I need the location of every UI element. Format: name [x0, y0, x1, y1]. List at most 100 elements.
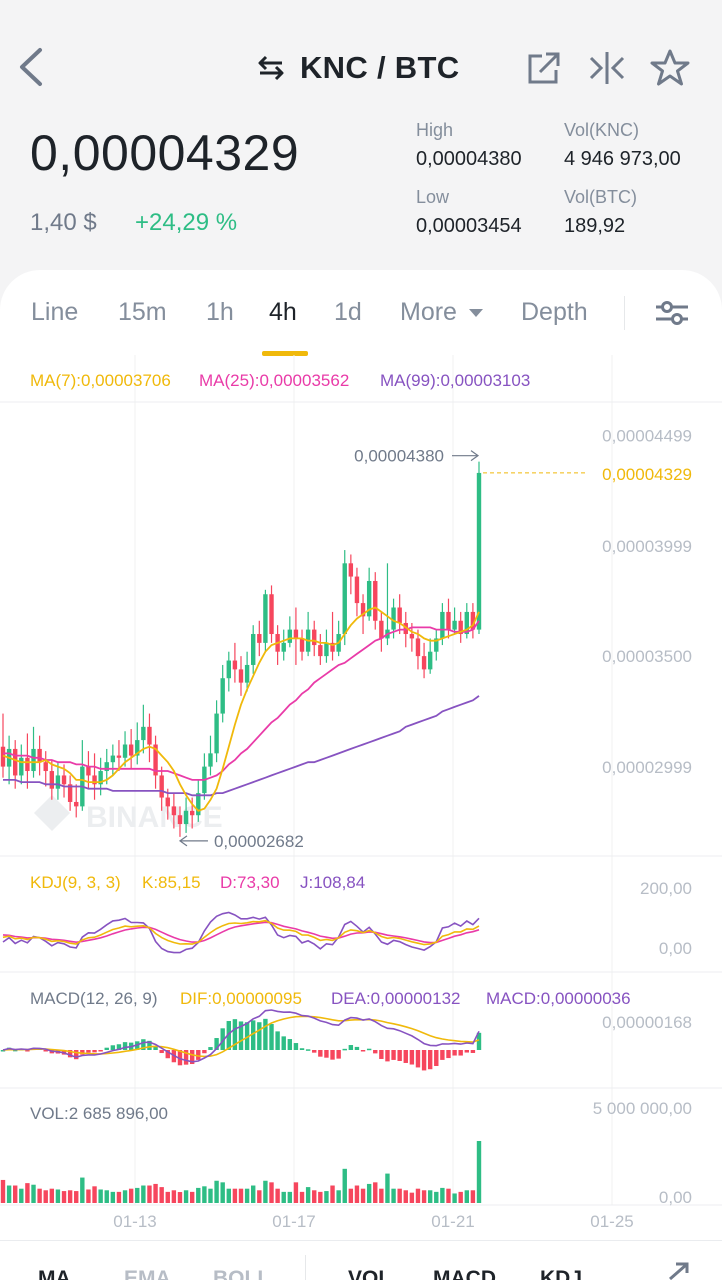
volume-bar: [55, 1189, 61, 1203]
chart-panel: Line 15m 1h 4h 1d More Depth: [0, 270, 722, 1280]
caret-down-icon: [468, 309, 483, 318]
ma99-line: [3, 695, 480, 797]
candle-body: [348, 563, 354, 577]
tab-1h[interactable]: 1h: [206, 298, 234, 326]
macd-histogram-bar: [177, 1050, 183, 1066]
indicator-vol[interactable]: VOL: [348, 1267, 392, 1280]
volume-bar: [299, 1191, 305, 1203]
candle-body: [354, 576, 360, 604]
kdj-params-legend: KDJ(9, 3, 3): [30, 873, 121, 892]
candle-body: [458, 620, 463, 635]
volume-bar: [281, 1191, 286, 1203]
volume-bar: [208, 1188, 213, 1203]
macd-histogram-bar: [238, 1021, 244, 1050]
kdj-j-legend: J:108,84: [300, 873, 365, 892]
volume-axis-tick: 0,00: [659, 1188, 692, 1207]
macd-histogram-bar: [92, 1050, 97, 1053]
indicator-macd[interactable]: MACD: [433, 1267, 496, 1280]
volume-bar: [244, 1188, 250, 1203]
kdj-j-line: [2, 911, 480, 954]
tab-1d[interactable]: 1d: [334, 298, 362, 326]
macd-histogram-bar: [348, 1045, 354, 1050]
macd-histogram-bar: [360, 1050, 366, 1052]
volume-bar: [397, 1188, 402, 1203]
indicator-kdj[interactable]: KDJ: [540, 1267, 583, 1280]
compare-icon[interactable]: [587, 48, 627, 88]
high-label: High: [416, 120, 454, 140]
last-price: 0,00004329: [30, 125, 300, 181]
vol-quote-value: 189,92: [564, 215, 626, 237]
macd-histogram-bar: [318, 1050, 323, 1057]
macd-histogram-bar: [415, 1050, 421, 1068]
candle-body: [208, 753, 213, 767]
macd-dea-line: [2, 1015, 480, 1058]
candle-body: [214, 713, 219, 754]
volume-bar: [342, 1168, 347, 1203]
macd-histogram-bar: [312, 1050, 317, 1053]
macd-histogram-bar: [458, 1050, 463, 1056]
tab-more[interactable]: More: [400, 298, 484, 327]
vol-base-value: 4 946 973,00: [564, 148, 681, 170]
macd-params-legend: MACD(12, 26, 9): [30, 989, 158, 1008]
indicator-ma[interactable]: MA: [38, 1267, 71, 1280]
volume-bar: [318, 1191, 323, 1203]
back-arrow-icon[interactable]: [14, 44, 48, 90]
macd-histogram-bar: [165, 1050, 170, 1059]
vol-quote-label: Vol(BTC): [564, 187, 638, 207]
volume-bar: [403, 1190, 408, 1203]
volume-bar: [373, 1182, 378, 1203]
volume-bar: [324, 1191, 329, 1203]
indicator-ema[interactable]: EMA: [124, 1267, 171, 1280]
candle-body: [232, 660, 238, 670]
candle-body: [110, 755, 116, 763]
volume-bar: [415, 1188, 421, 1203]
candle-body: [440, 611, 445, 639]
volume-bar: [135, 1187, 140, 1203]
candle-body: [373, 580, 378, 621]
tab-depth[interactable]: Depth: [521, 298, 588, 326]
pair-selector[interactable]: KNC / BTC: [256, 48, 459, 88]
candle-body: [397, 607, 402, 623]
volume-bar: [226, 1188, 231, 1203]
macd-histogram-bar: [476, 1032, 482, 1050]
macd-histogram-bar: [305, 1049, 311, 1051]
macd-dif-legend: DIF:0,00000095: [180, 989, 302, 1008]
macd-dea-legend: DEA:0,00000132: [331, 989, 461, 1008]
kdj-d-line: [2, 921, 480, 944]
candle-body: [147, 726, 152, 745]
volume-bar: [80, 1177, 85, 1203]
ma7-line: [2, 606, 480, 812]
fullscreen-icon[interactable]: [662, 1261, 690, 1280]
time-axis-tick: 01-21: [431, 1212, 474, 1231]
volume-bar: [452, 1193, 457, 1203]
kline-chart[interactable]: BINANCE 0,00004499 0,00003999 0,00003500 0,0…: [0, 355, 722, 1240]
macd-histogram-bar: [293, 1043, 299, 1050]
chart-settings-icon[interactable]: [654, 298, 690, 328]
volume-bar: [470, 1190, 476, 1203]
candle-body: [220, 678, 225, 714]
tab-15m[interactable]: 15m: [118, 298, 167, 326]
candle-body: [141, 726, 146, 741]
kdj-axis-tick: 0,00: [659, 939, 692, 958]
macd-histogram-bar: [67, 1050, 73, 1058]
change-percent: +24,29 %: [135, 209, 238, 236]
macd-histogram-bar: [452, 1050, 457, 1056]
candle-body: [67, 784, 73, 802]
star-icon[interactable]: [650, 48, 690, 88]
candle-body: [104, 762, 109, 772]
price-axis-tick: 0,00004499: [602, 426, 692, 445]
share-icon[interactable]: [524, 48, 564, 88]
volume-bar: [98, 1189, 103, 1203]
volume-bar: [354, 1185, 360, 1203]
volume-bar: [379, 1188, 384, 1203]
indicator-boll[interactable]: BOLL: [213, 1267, 271, 1280]
candle-body: [244, 664, 250, 683]
macd-histogram-bar: [287, 1039, 293, 1050]
tab-line[interactable]: Line: [31, 298, 79, 326]
macd-histogram-bar: [257, 1022, 262, 1050]
indicator-divider: [305, 1255, 306, 1280]
candle-body: [116, 755, 122, 758]
macd-histogram-bar: [324, 1050, 329, 1058]
tab-4h[interactable]: 4h: [269, 298, 297, 326]
volume-bar: [476, 1141, 482, 1203]
